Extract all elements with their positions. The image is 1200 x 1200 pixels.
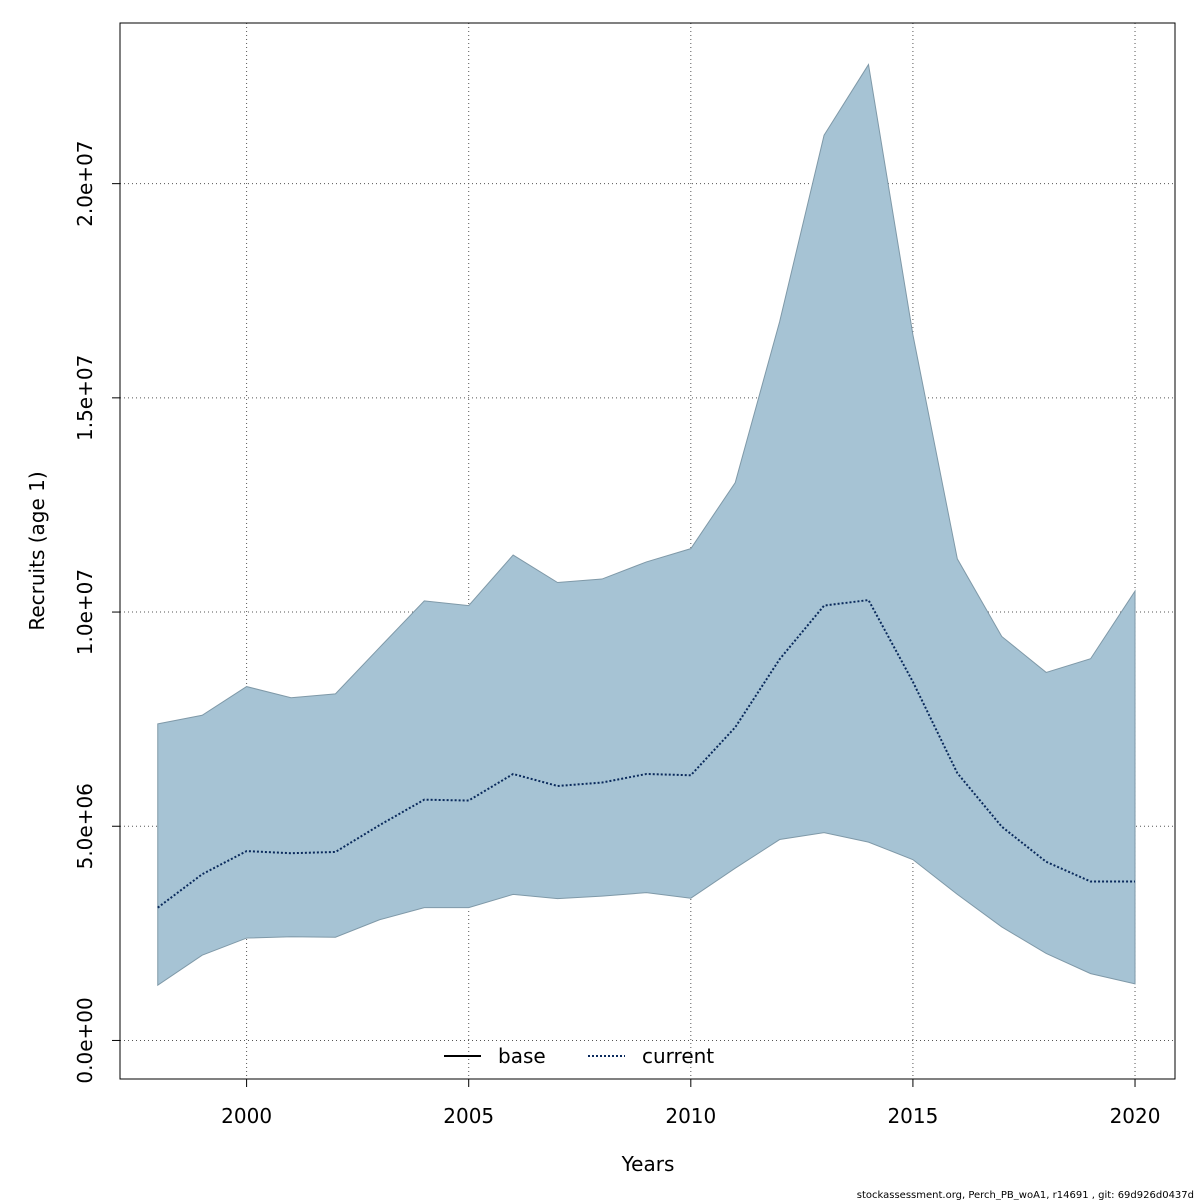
y-tick-label-2.0e+07: 2.0e+07 — [73, 140, 97, 226]
legend-label-current: current — [642, 1044, 714, 1068]
current-series-line — [157, 598, 1136, 909]
legend-label-base: base — [498, 1044, 546, 1068]
y-tick-label-5.0e+06: 5.0e+06 — [73, 783, 97, 869]
x-axis-title: Years — [621, 1152, 675, 1176]
x-tick-label-2005: 2005 — [443, 1104, 494, 1128]
x-tick-label-2010: 2010 — [665, 1104, 716, 1128]
y-tick-label-1.0e+07: 1.0e+07 — [73, 569, 97, 655]
y-axis: 0.0e+00 5.0e+06 1.0e+07 1.5e+07 2.0e+07 — [73, 140, 121, 1084]
y-tick-label-0.0e+00: 0.0e+00 — [73, 997, 97, 1083]
y-tick-label-1.5e+07: 1.5e+07 — [73, 355, 97, 441]
footer-note: stockassessment.org, Perch_PB_woA1, r146… — [857, 1190, 1194, 1200]
y-axis-title: Recruits (age 1) — [25, 471, 49, 630]
confidence-band — [157, 63, 1136, 987]
x-tick-label-2000: 2000 — [221, 1104, 272, 1128]
x-axis: 2000 2005 2010 2015 2020 — [221, 1078, 1161, 1128]
x-tick-label-2020: 2020 — [1110, 1104, 1161, 1128]
legend: base current — [444, 1044, 714, 1068]
x-tick-label-2015: 2015 — [887, 1104, 938, 1128]
